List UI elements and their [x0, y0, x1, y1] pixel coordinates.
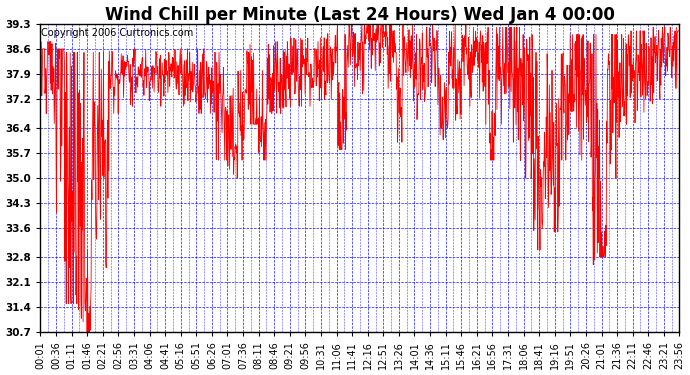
Title: Wind Chill per Minute (Last 24 Hours) Wed Jan 4 00:00: Wind Chill per Minute (Last 24 Hours) We… [105, 6, 615, 24]
Text: Copyright 2006 Curtronics.com: Copyright 2006 Curtronics.com [41, 28, 193, 38]
